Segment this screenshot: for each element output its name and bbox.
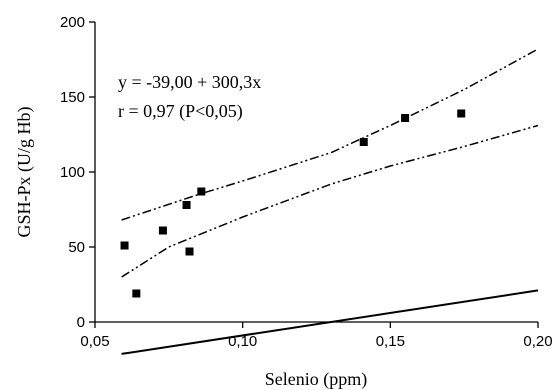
x-tick-label: 0,20: [523, 333, 552, 350]
x-axis-title: Selenio (ppm): [265, 369, 367, 390]
y-tick-label: 150: [60, 89, 85, 106]
confidence-band: [121, 48, 539, 278]
data-point: [401, 114, 410, 122]
y-tick-label: 0: [77, 314, 85, 331]
regression-line-group: [121, 289, 539, 355]
data-point: [185, 247, 194, 256]
regression-equation: y = -39,00 + 300,3x: [118, 72, 261, 92]
data-point: [457, 109, 466, 118]
y-tick-label: 50: [68, 239, 85, 256]
x-tick-label: 0,15: [376, 333, 405, 350]
data-point: [158, 226, 167, 235]
data-point: [197, 187, 206, 196]
confidence-upper-line: [121, 48, 539, 221]
data-point: [182, 201, 191, 209]
y-axis-title: GSH-Px (U/g Hb): [14, 106, 35, 237]
data-point: [132, 289, 141, 298]
y-tick-label: 100: [60, 164, 85, 181]
correlation-coefficient: r = 0,97 (P<0,05): [118, 101, 243, 122]
regression-line: [121, 289, 539, 355]
y-tick-label: 200: [60, 14, 85, 31]
x-tick-label: 0,05: [80, 333, 109, 350]
data-points: [120, 109, 466, 298]
data-point: [120, 241, 129, 250]
labels: y = -39,00 + 300,3x r = 0,97 (P<0,05) Se…: [14, 72, 367, 390]
data-point: [359, 138, 368, 146]
